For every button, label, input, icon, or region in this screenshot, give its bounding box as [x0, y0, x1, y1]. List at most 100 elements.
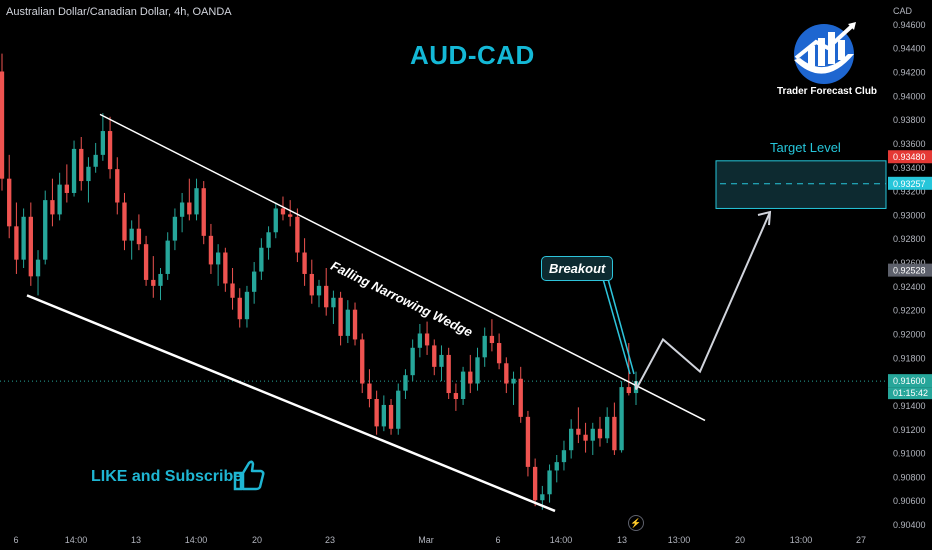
candle-body: [43, 200, 48, 260]
candle-body: [288, 214, 293, 217]
candle-body: [273, 208, 278, 233]
candle-body: [0, 71, 5, 179]
candle-body: [374, 399, 379, 427]
candle-body: [367, 383, 372, 399]
price-tick-label: 0.94600: [893, 20, 926, 30]
candle-body: [28, 216, 33, 277]
candle-body: [295, 216, 300, 253]
candle-body: [122, 202, 127, 241]
candle-body: [7, 178, 12, 227]
candle-body: [194, 188, 199, 215]
thumbs-up-icon[interactable]: [232, 458, 266, 492]
time-tick-label: 6: [13, 535, 18, 545]
candle-body: [410, 347, 415, 376]
price-tag-label: 0.93480: [893, 152, 926, 162]
candle-body: [403, 375, 408, 391]
projection-path: [635, 211, 771, 390]
candle-body: [237, 297, 242, 320]
candle-body: [244, 291, 250, 320]
time-tick-label: 23: [325, 535, 335, 545]
target-zone: [715, 160, 887, 209]
candle-body: [460, 371, 466, 399]
candle-body: [208, 235, 214, 265]
price-tick-label: 0.93200: [893, 187, 926, 197]
candle-body: [417, 333, 423, 348]
price-tag-label: 0.93257: [893, 179, 926, 189]
lightning-icon[interactable]: ⚡: [628, 515, 644, 531]
target-level-label: Target Level: [770, 140, 841, 155]
candle-body: [605, 416, 610, 439]
candle-body: [158, 273, 163, 286]
price-tick-label: 0.92800: [893, 234, 926, 244]
breakout-pointer: [607, 278, 635, 375]
candle-body: [21, 216, 26, 260]
candle-body: [79, 148, 84, 182]
price-tick-label: 0.92600: [893, 258, 926, 268]
candle-body: [590, 428, 595, 441]
candle-body: [489, 335, 495, 344]
countdown-label: 01:15:42: [893, 388, 928, 398]
price-tick-label: 0.91200: [893, 425, 926, 435]
time-tick-label: 13: [131, 535, 141, 545]
candle-body: [338, 297, 343, 336]
price-tick-label: 0.92400: [893, 282, 926, 292]
price-tag-label: 0.92528: [893, 266, 926, 276]
candle-body: [446, 354, 451, 394]
time-tick-label: 14:00: [185, 535, 208, 545]
time-tick-label: 13:00: [668, 535, 691, 545]
like-subscribe-text[interactable]: LIKE and Subscribe: [91, 468, 243, 485]
candle-body: [251, 271, 257, 292]
candle-body: [143, 244, 149, 280]
candle-body: [129, 228, 134, 241]
price-tick-label: 0.93800: [893, 115, 926, 125]
candle-body: [223, 252, 228, 284]
candle-body: [424, 333, 430, 346]
time-tick-label: 27: [856, 535, 866, 545]
price-tick-label: 0.91000: [893, 449, 926, 459]
candle-body: [626, 387, 631, 394]
countdown-tag: [888, 387, 932, 400]
price-tag: [888, 374, 932, 388]
candle-body: [432, 345, 437, 367]
price-tick-label: 0.93000: [893, 210, 926, 220]
candle-body: [71, 148, 77, 193]
time-tick-label: 20: [252, 535, 262, 545]
candle-body: [547, 470, 552, 495]
candle-body: [151, 279, 156, 286]
price-tick-label: 0.92200: [893, 306, 926, 316]
candle-body: [468, 371, 473, 384]
candle-body: [201, 188, 206, 236]
price-tag: [888, 150, 932, 164]
candle-body: [396, 390, 401, 429]
candle-body: [554, 462, 559, 471]
candle-body: [64, 184, 70, 193]
candle-body: [57, 184, 62, 215]
price-tick-label: 0.91400: [893, 401, 926, 411]
candle-body: [86, 166, 91, 182]
candle-body: [482, 335, 487, 358]
candle-body: [525, 416, 531, 467]
candle-body: [309, 273, 314, 296]
time-tick-label: 14:00: [550, 535, 573, 545]
symbol-header[interactable]: Australian Dollar/Canadian Dollar, 4h, O…: [6, 6, 232, 18]
candle-body: [266, 232, 271, 248]
candle-body: [50, 200, 55, 215]
currency-label: CAD: [893, 6, 913, 16]
candle-body: [316, 285, 322, 296]
candle-body: [511, 378, 516, 384]
candle-body: [619, 387, 624, 451]
candle-body: [381, 404, 387, 427]
candle-body: [504, 363, 509, 384]
candle-body: [172, 216, 178, 241]
breakout-callout: Breakout: [541, 256, 614, 281]
time-tick-label: 14:00: [65, 535, 88, 545]
time-tick-label: Mar: [418, 535, 434, 545]
candle-body: [179, 202, 185, 217]
candle-body: [136, 228, 142, 245]
candle-body: [165, 240, 170, 274]
candle-body: [259, 247, 264, 272]
candle-body: [612, 416, 617, 451]
candle-body: [352, 309, 358, 340]
price-tick-label: 0.93400: [893, 163, 926, 173]
